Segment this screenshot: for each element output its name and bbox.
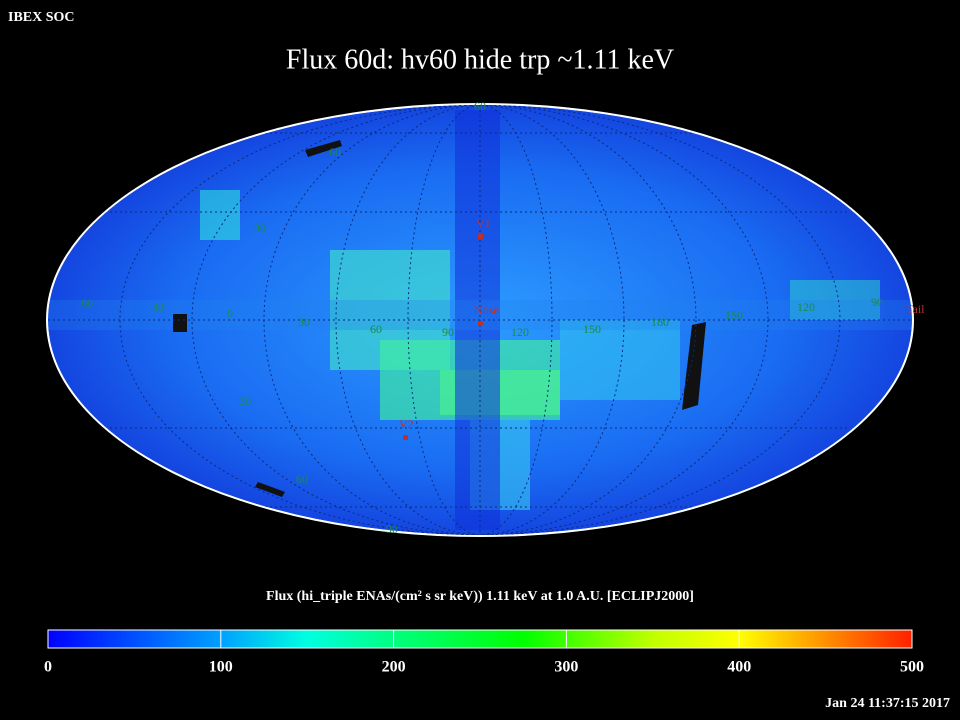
marker-label: Nose bbox=[474, 303, 499, 317]
grid-label: 180 bbox=[651, 315, 669, 329]
grid-label: 30 bbox=[254, 221, 266, 235]
timestamp: Jan 24 11:37:15 2017 bbox=[825, 696, 950, 711]
bright-patch bbox=[790, 280, 880, 320]
graticule bbox=[48, 105, 912, 535]
bright-patch bbox=[560, 320, 680, 400]
marker bbox=[478, 234, 483, 239]
no-data bbox=[305, 140, 342, 157]
grid-label: 30 bbox=[239, 394, 251, 408]
no-data bbox=[682, 322, 706, 410]
colorbar-tick-label: 0 bbox=[44, 659, 52, 676]
colorbar-tick-label: 400 bbox=[727, 659, 751, 676]
grid-label: 30 bbox=[298, 315, 310, 329]
title: Flux 60d: hv60 hide trp ~1.11 keV bbox=[286, 44, 674, 75]
colorbar-tick-label: 100 bbox=[209, 659, 233, 676]
grid-label: 90 bbox=[386, 522, 398, 536]
marker-label: V2 bbox=[399, 417, 414, 431]
grid-label: 90 bbox=[871, 295, 883, 309]
dark-band bbox=[455, 110, 500, 530]
grid-label: 120 bbox=[511, 325, 529, 339]
grid-label: 150 bbox=[583, 322, 601, 336]
grid-label: 90 bbox=[442, 325, 454, 339]
no-data bbox=[255, 482, 285, 497]
grid-label: 120 bbox=[797, 300, 815, 314]
grid-label: 60 bbox=[81, 296, 93, 310]
colorbar-ramp bbox=[47, 629, 913, 649]
grid-label: 60 bbox=[370, 322, 382, 336]
colorbar-tick-label: 300 bbox=[554, 659, 578, 676]
sky-map: 60 60 30 60 30 0 30 60 90 120 150 180 15… bbox=[46, 99, 925, 537]
marker-label: Tail bbox=[906, 302, 925, 316]
colorbar-tick-label: 500 bbox=[900, 659, 924, 676]
no-data bbox=[173, 314, 187, 332]
header: IBEX SOC bbox=[8, 10, 75, 25]
grid-label: 0 bbox=[227, 306, 233, 320]
grid-label: 60 bbox=[474, 99, 486, 113]
colorbar-label: Flux (hi_triple ENAs/(cm² s sr keV)) 1.1… bbox=[266, 589, 694, 604]
grid-label: 60 bbox=[296, 472, 308, 486]
grid-label: 60 bbox=[329, 145, 341, 159]
marker bbox=[478, 321, 483, 326]
marker bbox=[403, 435, 408, 440]
colorbar: 0 100 200 300 400 500 bbox=[44, 629, 924, 676]
bright-patch bbox=[200, 190, 240, 240]
colorbar-tick-label: 200 bbox=[382, 659, 406, 676]
grid-label: 150 bbox=[725, 308, 743, 322]
marker-label: V1 bbox=[476, 216, 491, 230]
grid-label: 30 bbox=[152, 300, 164, 314]
